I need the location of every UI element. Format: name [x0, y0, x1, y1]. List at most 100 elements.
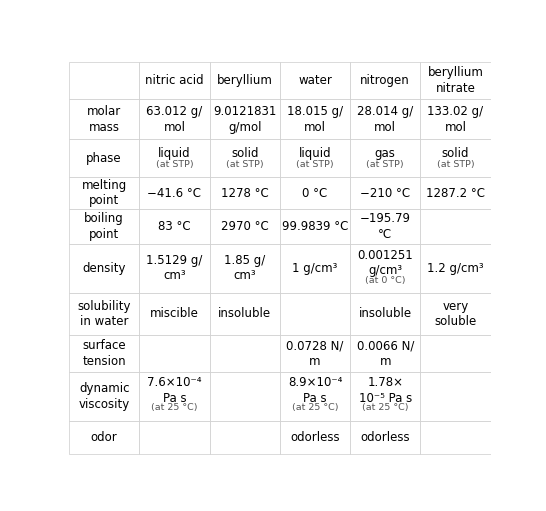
Text: 0.0066 N/
m: 0.0066 N/ m — [357, 339, 414, 368]
Text: 63.012 g/
mol: 63.012 g/ mol — [146, 105, 203, 134]
Text: −210 °C: −210 °C — [360, 187, 410, 199]
Text: molar
mass: molar mass — [87, 105, 121, 134]
Bar — [139, 371, 210, 421]
Bar — [280, 210, 350, 244]
Bar — [139, 210, 210, 244]
Bar — [420, 293, 491, 335]
Text: (at 25 °C): (at 25 °C) — [151, 403, 198, 411]
Text: (at STP): (at STP) — [226, 160, 264, 169]
Text: solid: solid — [442, 147, 469, 160]
Text: liquid: liquid — [299, 147, 331, 160]
Text: miscible: miscible — [150, 308, 199, 320]
Text: insoluble: insoluble — [218, 308, 271, 320]
Text: density: density — [82, 262, 126, 274]
Bar — [210, 335, 280, 371]
Bar — [210, 99, 280, 140]
Bar — [210, 210, 280, 244]
Bar — [139, 62, 210, 99]
Bar — [139, 99, 210, 140]
Text: 1.78×
10⁻⁵ Pa s: 1.78× 10⁻⁵ Pa s — [359, 376, 412, 405]
Bar — [420, 62, 491, 99]
Bar — [69, 140, 139, 177]
Text: insoluble: insoluble — [359, 308, 412, 320]
Bar — [350, 335, 420, 371]
Bar — [350, 371, 420, 421]
Bar — [69, 421, 139, 454]
Text: 0 °C: 0 °C — [302, 187, 328, 199]
Bar — [69, 335, 139, 371]
Bar — [350, 177, 420, 210]
Bar — [420, 140, 491, 177]
Bar — [69, 244, 139, 293]
Text: 1.85 g/
cm³: 1.85 g/ cm³ — [224, 254, 265, 282]
Text: 0.001251
g/cm³: 0.001251 g/cm³ — [357, 249, 413, 277]
Text: 1.5129 g/
cm³: 1.5129 g/ cm³ — [146, 254, 203, 282]
Text: water: water — [298, 74, 332, 87]
Text: 133.02 g/
mol: 133.02 g/ mol — [428, 105, 484, 134]
Text: 8.9×10⁻⁴
Pa s: 8.9×10⁻⁴ Pa s — [288, 376, 342, 405]
Text: (at STP): (at STP) — [156, 160, 193, 169]
Bar — [350, 244, 420, 293]
Bar — [69, 371, 139, 421]
Bar — [139, 293, 210, 335]
Text: 9.0121831
g/mol: 9.0121831 g/mol — [213, 105, 276, 134]
Text: 0.0728 N/
m: 0.0728 N/ m — [286, 339, 343, 368]
Text: −41.6 °C: −41.6 °C — [147, 187, 201, 199]
Text: solid: solid — [231, 147, 258, 160]
Text: 99.9839 °C: 99.9839 °C — [282, 220, 348, 233]
Bar — [139, 421, 210, 454]
Bar — [420, 99, 491, 140]
Text: 1287.2 °C: 1287.2 °C — [426, 187, 485, 199]
Text: very
soluble: very soluble — [435, 300, 477, 328]
Text: odorless: odorless — [290, 431, 340, 444]
Text: 1 g/cm³: 1 g/cm³ — [292, 262, 337, 274]
Bar — [69, 62, 139, 99]
Bar — [280, 99, 350, 140]
Bar — [350, 293, 420, 335]
Text: (at STP): (at STP) — [437, 160, 474, 169]
Text: 1278 °C: 1278 °C — [221, 187, 269, 199]
Bar — [210, 140, 280, 177]
Text: 83 °C: 83 °C — [158, 220, 191, 233]
Text: 1.2 g/cm³: 1.2 g/cm³ — [427, 262, 484, 274]
Text: beryllium: beryllium — [217, 74, 272, 87]
Bar — [69, 177, 139, 210]
Bar — [350, 62, 420, 99]
Bar — [280, 62, 350, 99]
Bar — [280, 421, 350, 454]
Text: phase: phase — [86, 152, 122, 165]
Bar — [280, 371, 350, 421]
Text: 2970 °C: 2970 °C — [221, 220, 269, 233]
Bar — [139, 335, 210, 371]
Bar — [420, 177, 491, 210]
Bar — [420, 210, 491, 244]
Text: (at 0 °C): (at 0 °C) — [365, 276, 406, 285]
Text: (at 25 °C): (at 25 °C) — [362, 403, 408, 411]
Bar — [280, 293, 350, 335]
Bar — [139, 177, 210, 210]
Bar — [350, 99, 420, 140]
Text: boiling
point: boiling point — [84, 212, 124, 241]
Text: gas: gas — [375, 147, 396, 160]
Text: (at STP): (at STP) — [296, 160, 334, 169]
Text: dynamic
viscosity: dynamic viscosity — [79, 382, 130, 410]
Text: nitrogen: nitrogen — [360, 74, 410, 87]
Bar — [69, 293, 139, 335]
Bar — [420, 335, 491, 371]
Bar — [139, 244, 210, 293]
Bar — [210, 371, 280, 421]
Text: beryllium
nitrate: beryllium nitrate — [428, 66, 483, 95]
Bar — [420, 421, 491, 454]
Text: (at 25 °C): (at 25 °C) — [292, 403, 338, 411]
Bar — [210, 62, 280, 99]
Text: odor: odor — [91, 431, 117, 444]
Bar — [69, 210, 139, 244]
Bar — [280, 335, 350, 371]
Bar — [280, 140, 350, 177]
Text: 18.015 g/
mol: 18.015 g/ mol — [287, 105, 343, 134]
Bar — [210, 293, 280, 335]
Text: surface
tension: surface tension — [82, 339, 126, 368]
Bar — [139, 140, 210, 177]
Bar — [69, 99, 139, 140]
Text: liquid: liquid — [158, 147, 191, 160]
